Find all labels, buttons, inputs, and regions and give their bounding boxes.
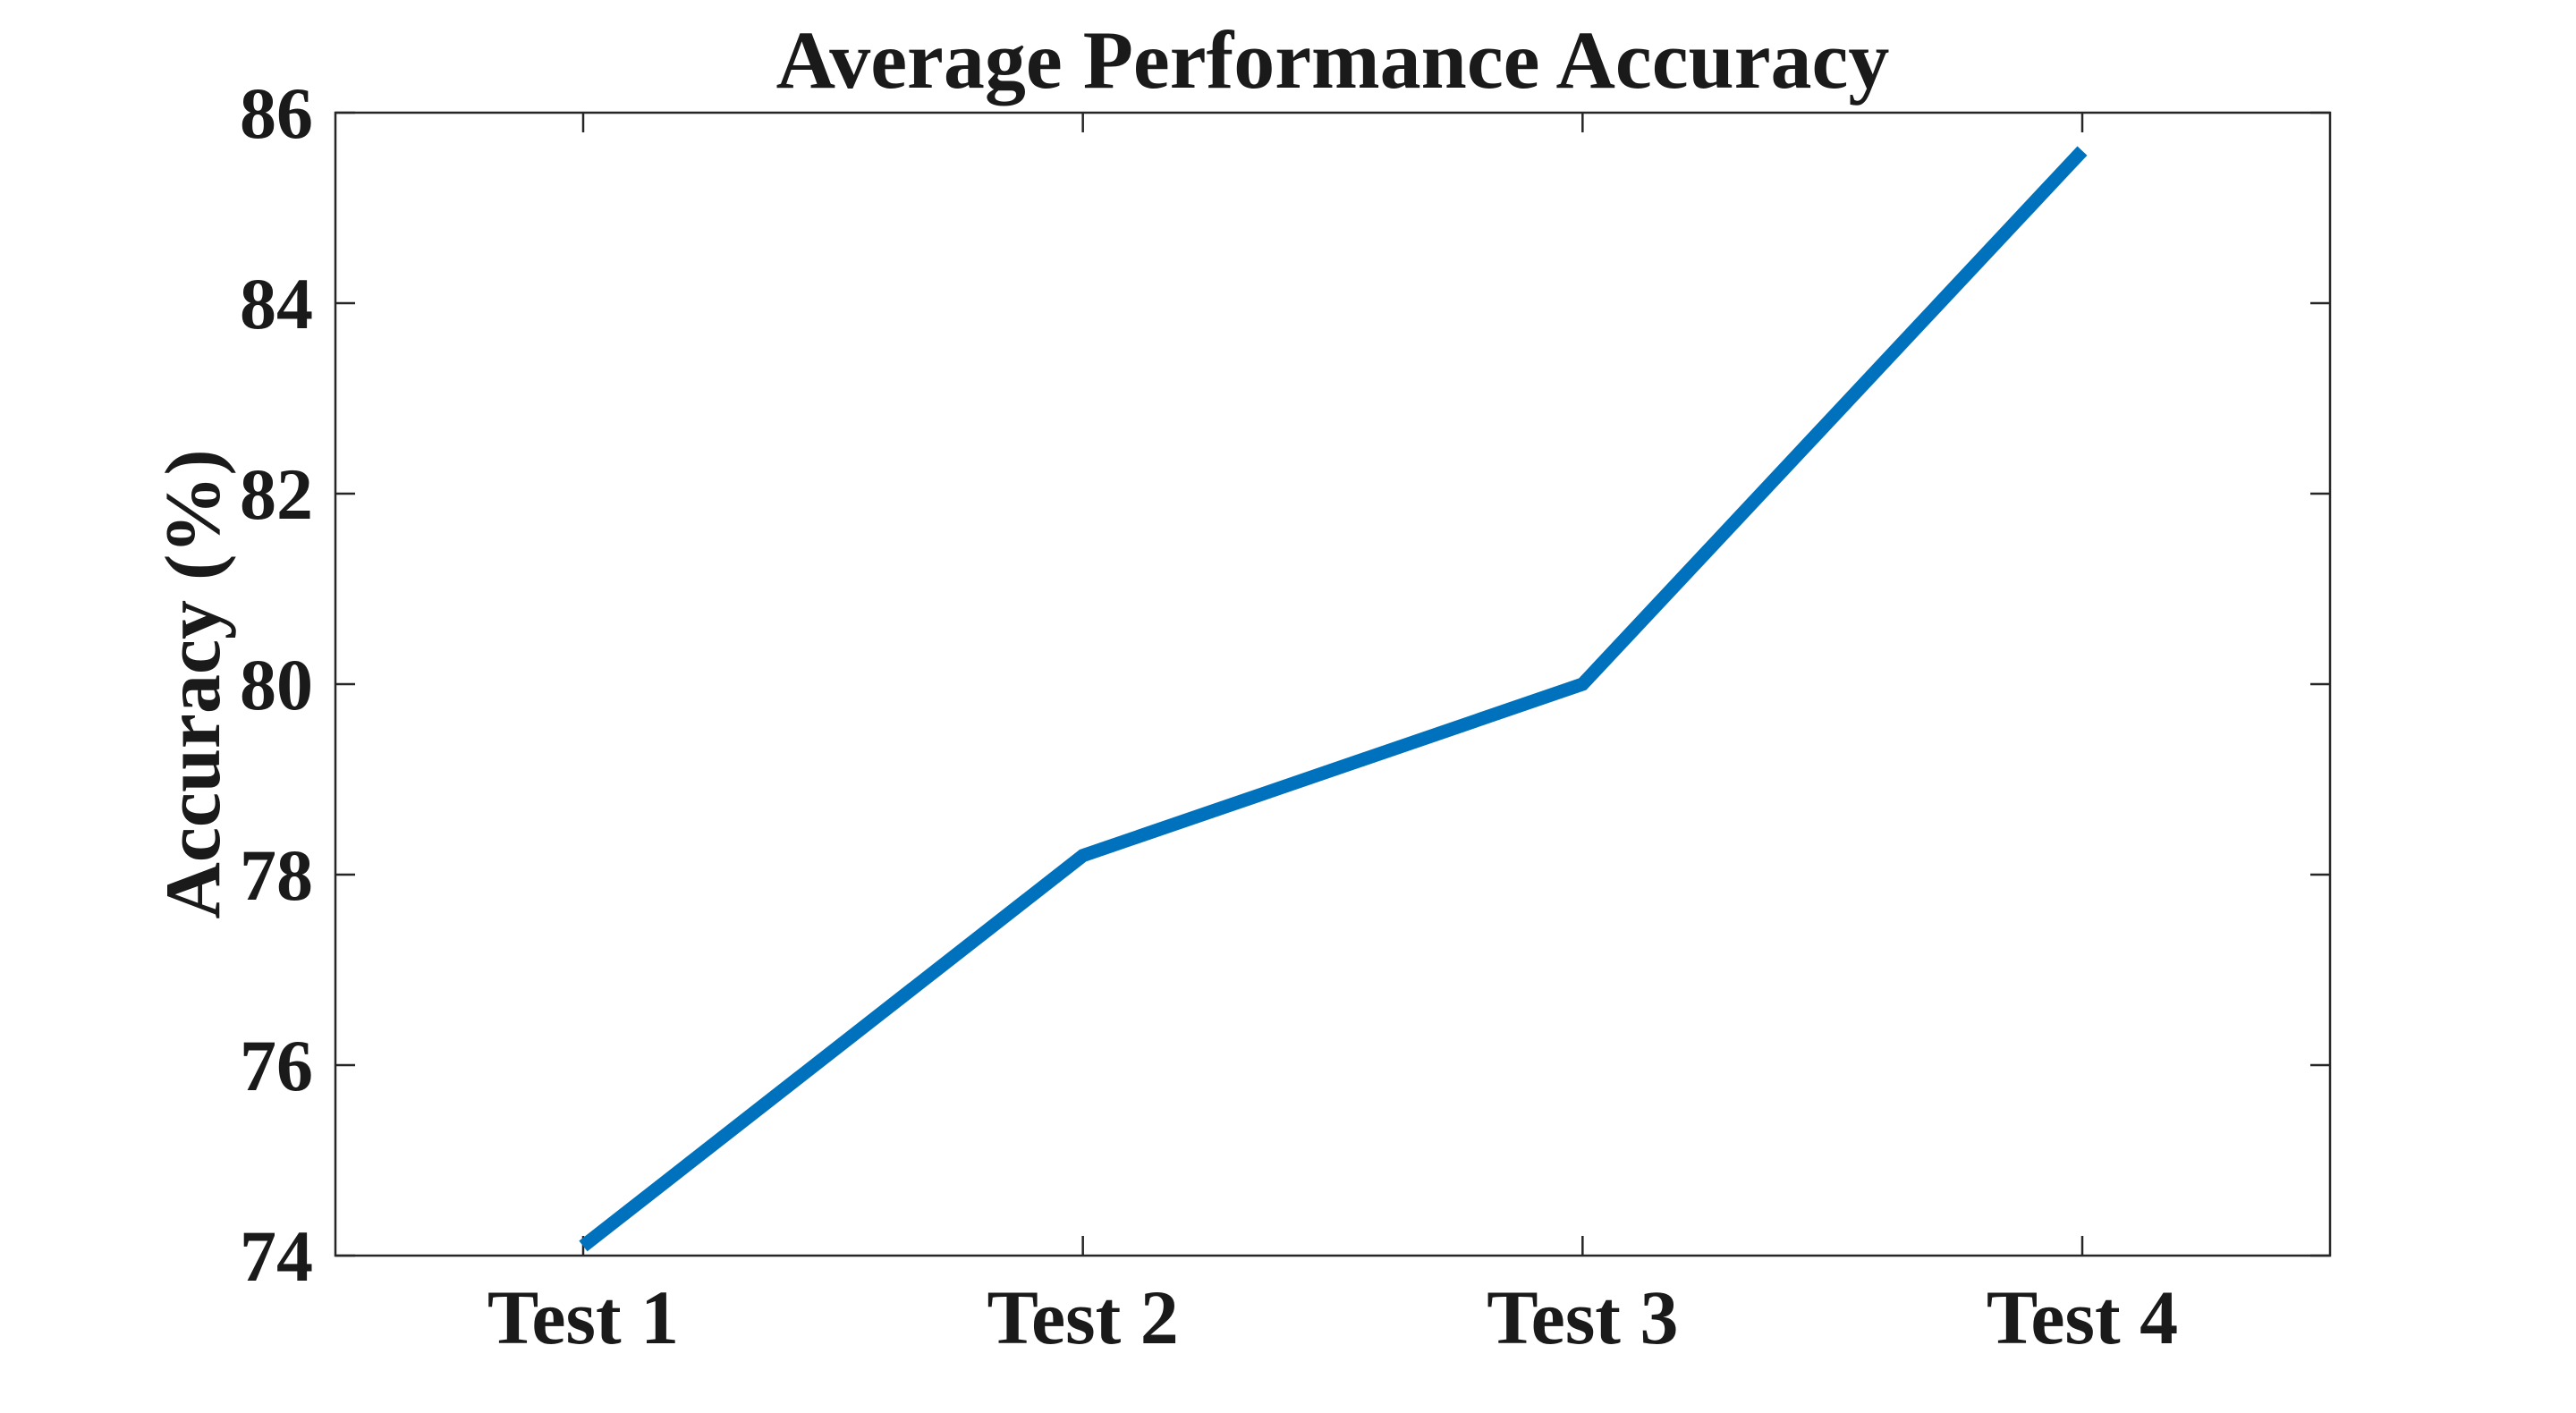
accuracy-line-series	[579, 146, 2088, 1252]
x-tick-label: Test 2	[987, 1274, 1179, 1360]
y-tick-label: 82	[240, 453, 313, 535]
y-tick-label: 84	[240, 263, 313, 344]
y-tick-label: 76	[240, 1025, 313, 1106]
x-tick-label: Test 4	[1987, 1274, 2178, 1360]
axes	[334, 111, 2332, 1257]
chart-title: Average Performance Accuracy	[776, 14, 1890, 106]
data-series	[579, 146, 2088, 1252]
plot-box	[334, 111, 2332, 1257]
y-axis-label: Accuracy (%)	[150, 449, 237, 918]
x-tick-label: Test 3	[1487, 1274, 1678, 1360]
y-tick-label: 78	[240, 834, 313, 916]
y-tick-label: 80	[240, 644, 313, 725]
y-tick-label: 74	[240, 1215, 313, 1297]
tick-labels: 74 76 78 80 82 84 86 Test 1 Test 2 Test 3 Test 4	[240, 72, 2178, 1360]
y-tick-label: 86	[240, 72, 313, 154]
x-tick-label: Test 1	[487, 1274, 679, 1360]
